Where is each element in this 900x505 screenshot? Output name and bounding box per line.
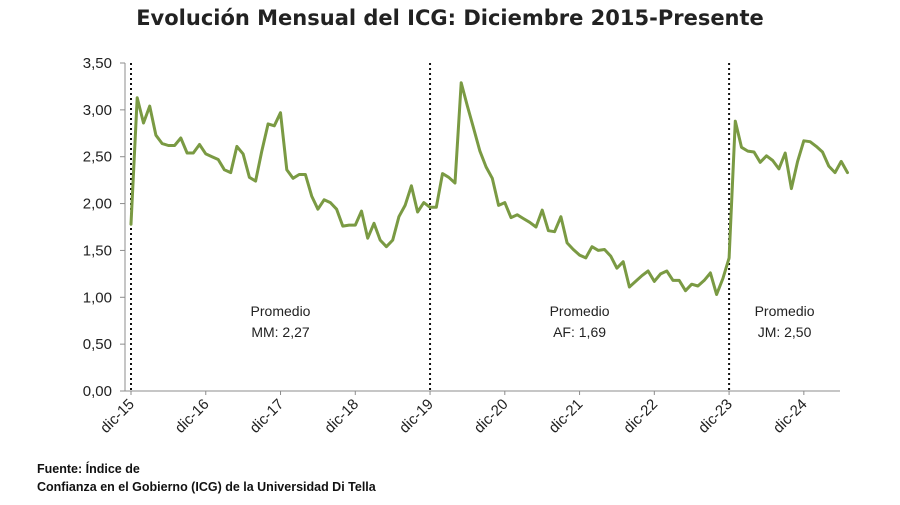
period-annotations: Promedio MM: 2,27 Promedio AF: 1,69 Promedio… [251, 303, 815, 340]
series-line [129, 81, 849, 296]
x-tick-label: dic-15 [97, 396, 138, 437]
period-dividers [130, 63, 731, 391]
x-tick-label: dic-16 [172, 396, 213, 437]
y-tick-label: 0,00 [83, 383, 112, 400]
chart-title: Evolución Mensual del ICG: Diciembre 201… [136, 6, 764, 30]
y-tick-label: 3,50 [83, 55, 112, 72]
annotation-label: Promedio [251, 303, 311, 319]
x-tick-label: dic-21 [545, 396, 586, 437]
source-note-line2: Confianza en el Gobierno (ICG) de la Uni… [37, 480, 376, 494]
y-tick-label: 3,00 [83, 102, 112, 119]
x-tick-label: dic-20 [471, 396, 512, 437]
x-tick-label: dic-17 [246, 396, 287, 437]
x-tick-label: dic-22 [620, 396, 661, 437]
y-tick-label: 2,00 [83, 196, 112, 213]
y-tick-labels: 0,00 0,50 1,00 1,50 2,00 2,50 3,00 3,50 [83, 55, 125, 400]
x-tick-label: dic-23 [695, 396, 736, 437]
annotation-value: AF: 1,69 [553, 324, 606, 340]
y-tick-label: 2,50 [83, 149, 112, 166]
y-tick-label: 0,50 [83, 336, 112, 353]
source-note-line1: Fuente: Índice de [37, 462, 140, 476]
y-tick-label: 1,50 [83, 242, 112, 259]
series-layer [129, 81, 849, 296]
annotation-label: Promedio [550, 303, 610, 319]
chart-axes [124, 63, 840, 392]
annotation-label: Promedio [755, 303, 815, 319]
x-tick-label: dic-18 [321, 396, 362, 437]
y-tick-label: 1,00 [83, 289, 112, 306]
annotation-value: MM: 2,27 [251, 324, 310, 340]
x-tick-labels: dic-15 dic-16 dic-17 dic-18 dic-19 dic-20 dic-… [97, 391, 811, 437]
x-tick-label: dic-19 [396, 396, 437, 437]
x-tick-label: dic-24 [770, 396, 811, 437]
annotation-value: JM: 2,50 [758, 324, 812, 340]
